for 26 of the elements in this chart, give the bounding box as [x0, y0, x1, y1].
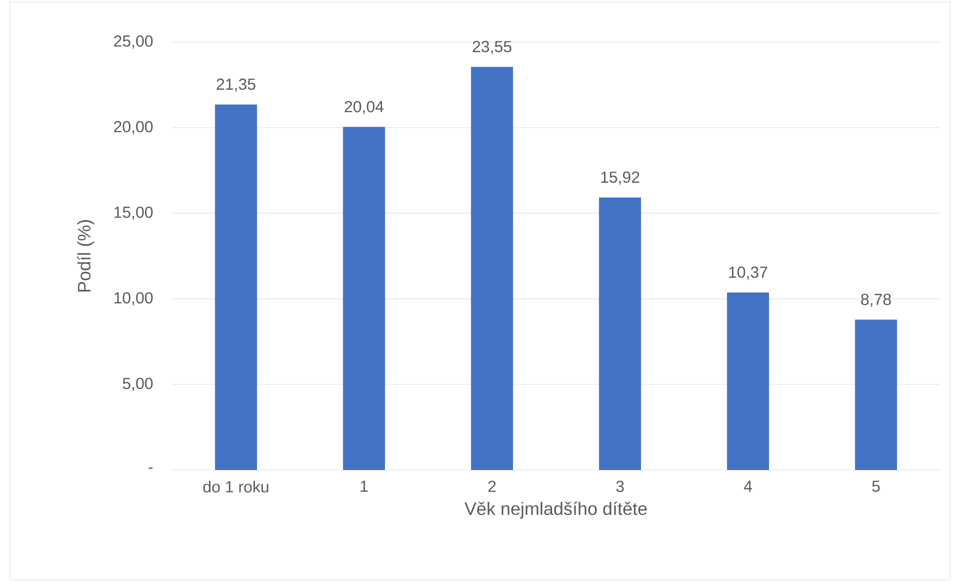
bar: [215, 104, 258, 470]
x-tick-label: 4: [744, 480, 752, 492]
bar: [343, 126, 385, 470]
y-tick-label: 25,00: [114, 35, 153, 49]
y-tick-label: 20,00: [114, 120, 153, 134]
x-axis-title: Věk nejmladšího dítěte: [464, 502, 647, 519]
bar: [727, 292, 770, 470]
y-tick-label: 5,00: [122, 378, 153, 392]
data-label: 8,78: [861, 294, 891, 307]
bar: [855, 320, 897, 470]
data-label: 10,37: [729, 266, 768, 280]
data-label: 20,04: [344, 100, 384, 114]
y-axis-title: Podíl (%): [77, 220, 94, 292]
data-label: 23,55: [472, 40, 512, 54]
bar: [599, 197, 642, 470]
x-tick-label: 3: [616, 480, 624, 492]
y-tick-label: -: [148, 468, 153, 469]
x-tick-label: 2: [488, 480, 496, 492]
x-tick-label: do 1 roku: [203, 480, 268, 492]
bar: [471, 66, 514, 470]
y-tick-label: 15,00: [114, 206, 153, 220]
data-label: 21,35: [216, 78, 256, 92]
x-tick-label: 1: [360, 480, 368, 492]
y-tick-label: 10,00: [114, 292, 153, 306]
x-tick-label: 5: [872, 480, 880, 492]
data-label: 15,92: [601, 172, 640, 185]
